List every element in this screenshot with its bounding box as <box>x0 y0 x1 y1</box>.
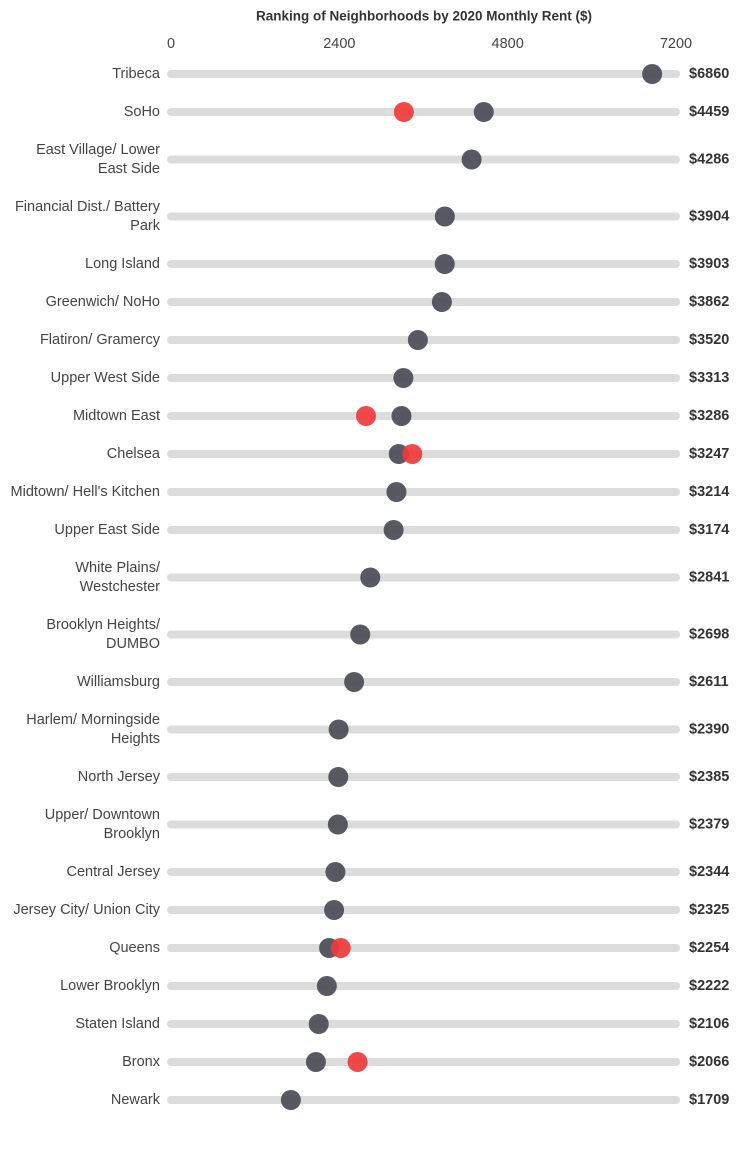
category-label: Upper/ Downtown Brooklyn <box>44 806 160 842</box>
dot <box>642 64 663 84</box>
dot <box>383 520 404 540</box>
value-label: $3247 <box>689 446 729 462</box>
dot <box>327 814 348 835</box>
category-label: Chelsea <box>106 445 160 462</box>
dot <box>391 406 412 426</box>
category-label: Lower Brooklyn <box>60 977 160 994</box>
value-label: $3174 <box>689 522 729 538</box>
value-label: $3903 <box>689 256 729 272</box>
value-label: $3214 <box>689 484 729 500</box>
dot <box>355 406 376 426</box>
dot <box>305 1052 326 1072</box>
dot <box>308 1014 329 1034</box>
value-label: $4459 <box>689 104 729 120</box>
category-label: White Plains/ Westchester <box>75 559 160 595</box>
value-label: $6860 <box>689 66 729 82</box>
category-label: Newark <box>110 1091 160 1108</box>
dot <box>393 368 414 388</box>
category-label: Harlem/ Morningside Heights <box>26 711 160 747</box>
category-label: Upper West Side <box>50 369 160 386</box>
value-label: $1709 <box>689 1092 729 1108</box>
category-label: Staten Island <box>75 1015 160 1032</box>
dot <box>434 254 455 274</box>
dot <box>350 624 371 645</box>
value-label: $2379 <box>689 816 729 832</box>
value-label: $2385 <box>689 769 729 785</box>
dot <box>316 976 337 996</box>
dot <box>393 102 414 122</box>
value-label: $2254 <box>689 940 729 956</box>
value-label: $2325 <box>689 902 729 918</box>
value-label: $2698 <box>689 626 729 642</box>
category-label: Tribeca <box>112 65 160 82</box>
category-label: Williamsburg <box>77 673 160 690</box>
category-label: Brooklyn Heights/ DUMBO <box>46 616 160 652</box>
dot <box>280 1090 301 1110</box>
value-label: $2841 <box>689 569 729 585</box>
category-label: North Jersey <box>77 768 160 785</box>
category-label: Upper East Side <box>54 521 160 538</box>
value-label: $3520 <box>689 332 729 348</box>
value-label: $2106 <box>689 1016 729 1032</box>
category-label: Greenwich/ NoHo <box>45 293 160 310</box>
dot <box>386 482 407 502</box>
value-label: $2344 <box>689 864 729 880</box>
x-tick-label: 7200 <box>660 36 692 52</box>
category-label: Long Island <box>85 255 160 272</box>
dot <box>347 1052 368 1072</box>
value-label: $4286 <box>689 151 729 167</box>
value-label: $3313 <box>689 370 729 386</box>
chart-title: Ranking of Neighborhoods by 2020 Monthly… <box>256 9 592 24</box>
dot <box>431 292 452 312</box>
x-tick-label: 2400 <box>323 36 355 52</box>
category-label: East Village/ Lower East Side <box>36 141 160 177</box>
x-tick-label: 4800 <box>492 36 524 52</box>
value-label: $3862 <box>689 294 729 310</box>
dot <box>434 206 455 227</box>
value-label: $2222 <box>689 978 729 994</box>
category-label: Bronx <box>122 1053 160 1070</box>
category-label: SoHo <box>123 103 160 120</box>
category-label: Flatiron/ Gramercy <box>39 331 160 348</box>
category-label: Queens <box>109 939 160 956</box>
category-label: Central Jersey <box>66 863 160 880</box>
category-label: Midtown/ Hell's Kitchen <box>10 483 160 500</box>
category-label: Midtown East <box>72 407 160 424</box>
value-label: $2390 <box>689 721 729 737</box>
dot <box>360 567 381 588</box>
dot <box>407 330 428 350</box>
value-label: $3286 <box>689 408 729 424</box>
dot <box>461 149 482 170</box>
value-label: $3904 <box>689 208 729 224</box>
dot <box>328 767 349 787</box>
value-label: $2066 <box>689 1054 729 1070</box>
dot <box>330 938 351 958</box>
dot <box>325 862 346 882</box>
dot <box>344 672 365 692</box>
dot <box>328 719 349 740</box>
x-tick-label: 0 <box>167 36 175 52</box>
value-label: $2611 <box>689 674 729 690</box>
category-label: Financial Dist./ Battery Park <box>14 198 160 234</box>
dot <box>324 900 345 920</box>
category-label: Jersey City/ Union City <box>13 901 160 918</box>
dot <box>402 444 423 464</box>
dot <box>473 102 494 122</box>
